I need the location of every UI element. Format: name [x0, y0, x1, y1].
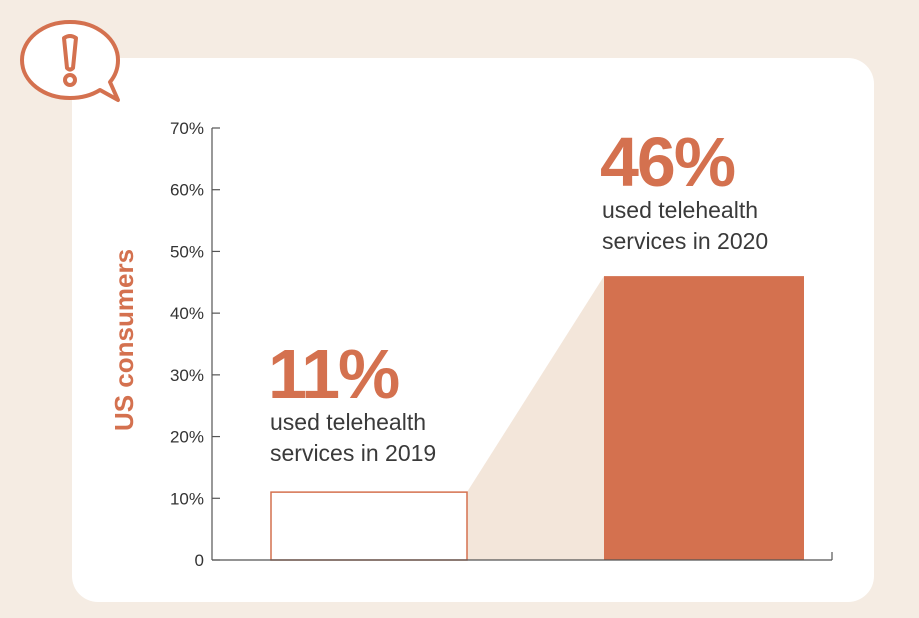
bar-2020 — [604, 276, 804, 560]
bar-2019 — [270, 491, 468, 561]
y-tick-label: 60% — [170, 181, 204, 200]
y-tick-label: 0 — [195, 551, 204, 570]
y-axis-label: US consumers — [109, 249, 139, 431]
y-tick-label: 50% — [170, 242, 204, 261]
y-tick-label: 30% — [170, 366, 204, 385]
growth-connector — [467, 276, 604, 560]
caption-2020-line2: services in 2020 — [602, 228, 768, 254]
y-tick-label: 20% — [170, 428, 204, 447]
y-tick-label: 70% — [170, 119, 204, 138]
value-label-2020: 46% — [600, 123, 735, 201]
caption-2020-line1: used telehealth — [602, 197, 758, 223]
y-tick-label: 10% — [170, 489, 204, 508]
value-label-2019: 11% — [268, 335, 399, 413]
caption-2019-line1: used telehealth — [270, 409, 426, 435]
caption-2019-line2: services in 2019 — [270, 440, 436, 466]
y-tick-label: 40% — [170, 304, 204, 323]
exclamation-speech-bubble-icon — [20, 20, 120, 102]
